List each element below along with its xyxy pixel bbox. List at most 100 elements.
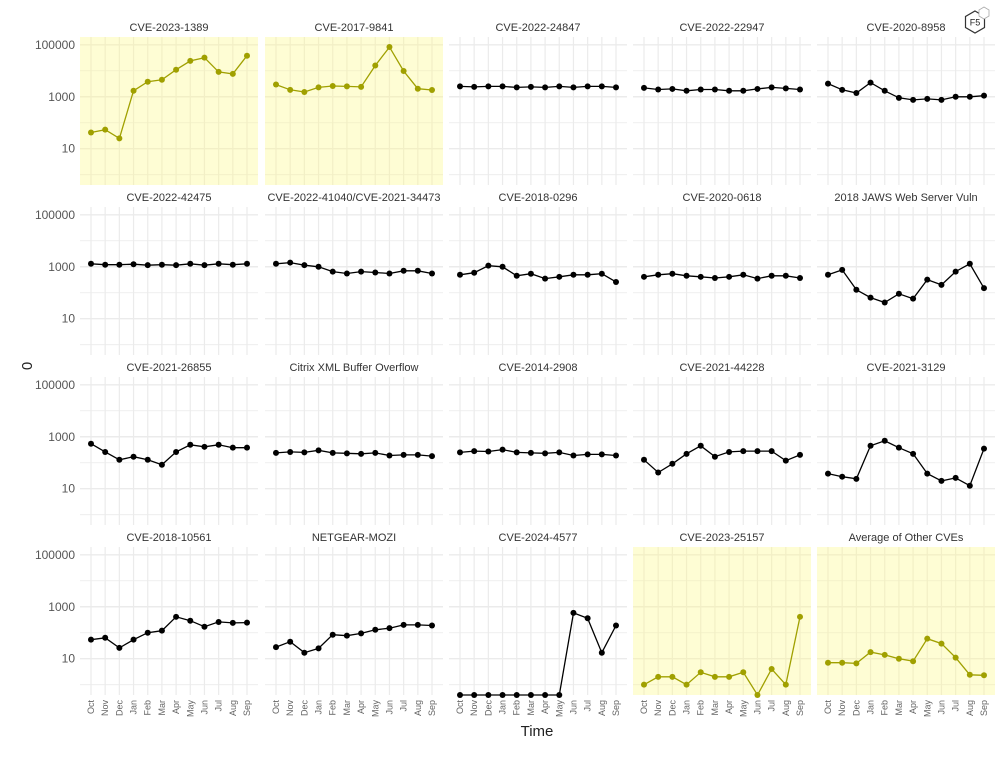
x-tick-label: Jun xyxy=(384,700,394,715)
x-tick-label: Dec xyxy=(299,700,309,717)
data-point xyxy=(499,692,506,698)
data-point xyxy=(315,84,322,91)
data-point xyxy=(329,449,336,456)
data-point xyxy=(655,271,662,278)
panel-title: CVE-2021-44228 xyxy=(679,362,764,374)
data-point xyxy=(513,692,520,698)
data-point xyxy=(711,86,718,93)
data-point xyxy=(726,273,733,280)
data-point xyxy=(613,452,619,459)
x-tick-label: Sep xyxy=(242,700,252,716)
panel: CVE-2022-22947 xyxy=(633,22,811,185)
data-point xyxy=(697,273,704,280)
data-point xyxy=(527,449,534,456)
data-point xyxy=(457,692,463,698)
panel: CVE-2021-3129 xyxy=(817,362,995,525)
panel: CVE-2021-26855 10 1000 100000 xyxy=(35,362,258,525)
data-point xyxy=(570,452,577,459)
data-point xyxy=(726,87,733,94)
data-point xyxy=(895,94,902,101)
data-point xyxy=(329,631,336,638)
data-point xyxy=(471,83,478,90)
data-point xyxy=(542,692,549,698)
data-point xyxy=(457,83,463,90)
data-point xyxy=(697,669,704,676)
data-point xyxy=(329,82,336,89)
data-point xyxy=(400,68,407,75)
data-point xyxy=(386,625,393,632)
data-point xyxy=(187,57,194,64)
x-tick-label: Feb xyxy=(143,700,153,716)
data-point xyxy=(130,636,137,643)
data-point xyxy=(173,262,180,269)
y-tick-label: 100000 xyxy=(35,378,75,392)
panel-title: CVE-2017-9841 xyxy=(315,22,394,34)
panel-title: NETGEAR-MOZI xyxy=(312,532,396,544)
data-point xyxy=(952,268,959,275)
data-point xyxy=(343,450,350,457)
panel-title: CVE-2022-41040/CVE-2021-34473 xyxy=(267,192,440,204)
data-point xyxy=(414,267,421,274)
y-tick-label: 10 xyxy=(62,142,76,156)
x-tick-label: Feb xyxy=(696,700,706,716)
data-point xyxy=(542,275,549,282)
data-point xyxy=(244,260,250,267)
data-point xyxy=(485,448,492,455)
data-point xyxy=(343,270,350,277)
data-point xyxy=(116,644,123,651)
data-point xyxy=(372,269,379,276)
data-point xyxy=(485,692,492,698)
data-point xyxy=(88,129,94,136)
x-tick-label: Jul xyxy=(399,700,409,712)
data-point xyxy=(740,87,747,94)
x-tick-label: Mar xyxy=(894,700,904,716)
data-point xyxy=(301,649,308,656)
data-point xyxy=(499,263,506,270)
data-point xyxy=(839,473,846,480)
data-point xyxy=(130,453,137,460)
data-point xyxy=(570,609,577,616)
panel: CVE-2023-25157 Oct Nov Dec Jan Feb Mar Apr May Ju… xyxy=(633,532,811,717)
panel: NETGEAR-MOZI Oct Nov Dec Jan Feb Mar Apr May Jun J… xyxy=(265,532,443,717)
data-point xyxy=(981,92,987,99)
data-point xyxy=(711,673,718,680)
series-line xyxy=(643,445,801,474)
data-point xyxy=(287,448,294,455)
data-point xyxy=(287,638,294,645)
series-line xyxy=(459,265,617,283)
x-tick-label: Dec xyxy=(851,700,861,717)
data-point xyxy=(797,274,803,281)
x-tick-label: Mar xyxy=(526,700,536,716)
data-point xyxy=(144,262,151,269)
data-point xyxy=(215,441,222,448)
data-point xyxy=(797,613,803,620)
data-point xyxy=(825,80,831,87)
data-point xyxy=(343,83,350,90)
data-point xyxy=(372,62,379,69)
data-point xyxy=(527,270,534,277)
y-axis-title: 0 xyxy=(19,362,36,370)
data-point xyxy=(867,294,874,301)
x-tick-label: Sep xyxy=(427,700,437,716)
x-tick-label: Sep xyxy=(979,700,989,716)
data-point xyxy=(570,271,577,278)
data-point xyxy=(683,681,690,688)
data-point xyxy=(273,449,279,456)
series-line xyxy=(275,624,433,654)
data-point xyxy=(782,457,789,464)
panel-title: CVE-2020-0618 xyxy=(683,192,762,204)
data-point xyxy=(102,634,109,641)
data-point xyxy=(556,83,563,90)
y-tick-label: 1000 xyxy=(48,430,75,444)
y-tick-label: 1000 xyxy=(48,260,75,274)
data-point xyxy=(429,87,435,94)
panel-title: CVE-2022-22947 xyxy=(679,22,764,34)
data-point xyxy=(88,440,94,447)
data-point xyxy=(229,70,236,77)
x-tick-label: Dec xyxy=(667,700,677,717)
data-point xyxy=(669,460,676,467)
data-point xyxy=(683,450,690,457)
panel-title: CVE-2022-42475 xyxy=(126,192,211,204)
x-tick-label: Sep xyxy=(795,700,805,716)
x-tick-label: May xyxy=(922,700,932,718)
